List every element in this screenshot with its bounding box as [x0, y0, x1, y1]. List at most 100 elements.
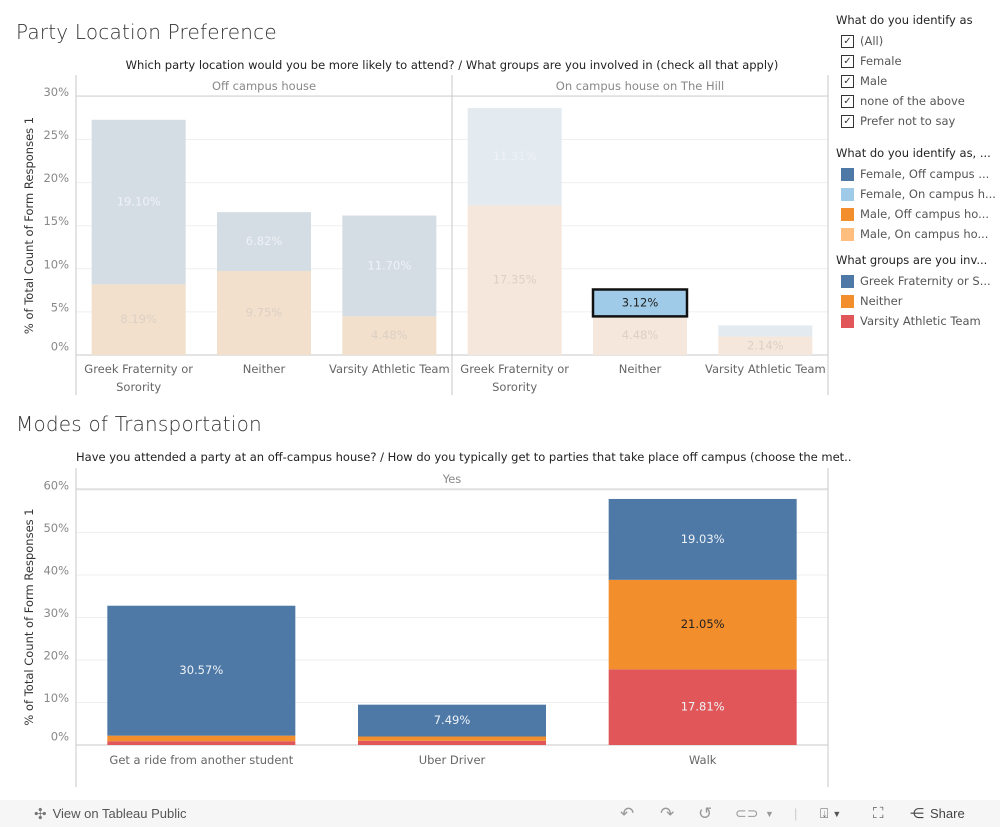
data-label: 4.48% [622, 328, 659, 342]
filter-option[interactable]: ✓ none of the above [836, 91, 973, 111]
bar-segment[interactable] [358, 736, 546, 741]
legend-item[interactable]: Varsity Athletic Team [836, 311, 991, 331]
share-button[interactable]: ⋲ Share [910, 805, 965, 822]
bar-segment[interactable] [107, 605, 296, 736]
checkbox[interactable]: ✓ [841, 94, 854, 108]
legend-swatch [841, 274, 854, 288]
bar-segment[interactable] [467, 205, 562, 355]
legend-title: What groups are you inv... [836, 253, 988, 267]
refresh-dropdown[interactable]: ▼ [765, 809, 774, 819]
bar-segment[interactable] [608, 498, 797, 580]
x-tick-label: Greek Fraternity or [460, 362, 569, 376]
y-tick-label: 15% [43, 214, 69, 228]
undo-button[interactable]: ↶ [620, 804, 634, 824]
bar-segment[interactable] [107, 735, 296, 742]
filter-option[interactable]: ✓ (All) [836, 31, 973, 51]
x-tick-label: Uber Driver [419, 753, 486, 767]
filter-option-label: (All) [860, 34, 884, 48]
redo-button[interactable]: ↷ [660, 804, 674, 824]
filter-option-label: none of the above [860, 94, 965, 108]
bar-segment[interactable] [608, 579, 797, 670]
bar-segment[interactable] [358, 740, 546, 745]
y-tick-label: 30% [43, 606, 69, 620]
bar-segment[interactable] [217, 212, 311, 271]
y-tick-label: 60% [43, 479, 69, 493]
filter-option[interactable]: ✓ Female [836, 51, 973, 71]
legend-swatch [841, 167, 854, 181]
download-button[interactable]: ⍗ ▼ [820, 805, 841, 822]
bar-segment[interactable] [91, 284, 186, 355]
legend-title: What do you identify as, ... [836, 146, 991, 160]
x-tick-label: Neither [243, 362, 286, 376]
checkbox[interactable]: ✓ [841, 54, 854, 68]
checkbox[interactable]: ✓ [841, 74, 854, 88]
x-tick-label: Greek Fraternity or [84, 362, 193, 376]
y-tick-label: 50% [43, 521, 69, 535]
legend-item[interactable]: Male, On campus ho... [836, 224, 996, 244]
legend-item-label: Female, On campus h... [860, 187, 996, 201]
y-tick-label: 20% [43, 649, 69, 663]
bar-segment[interactable] [718, 336, 813, 355]
bar-segment[interactable] [591, 288, 689, 318]
data-label: 19.10% [117, 195, 161, 209]
party-location-chart: % of Total Count of Form Responses 1 0% 5%… [22, 75, 829, 395]
legend-swatch [841, 314, 854, 328]
data-label: 3.12% [622, 295, 659, 309]
legend-item-label: Male, On campus ho... [860, 227, 989, 241]
legend-item[interactable]: Neither [836, 291, 991, 311]
legend-item[interactable]: Male, Off campus ho... [836, 204, 996, 224]
undo-icon: ↶ [620, 803, 635, 823]
bar-segment[interactable] [593, 316, 687, 355]
legend-item[interactable]: Greek Fraternity or S... [836, 271, 991, 291]
legend-item[interactable]: Female, On campus h... [836, 184, 996, 204]
view-on-tableau-public-link[interactable]: ✣ View on Tableau Public [34, 805, 187, 823]
legend-swatch [841, 227, 854, 241]
chevron-down-icon: ▼ [832, 808, 842, 819]
checkbox[interactable]: ✓ [841, 114, 854, 128]
data-label: 21.05% [681, 617, 725, 631]
bar-segment[interactable] [107, 741, 296, 745]
color-legend-identify: What do you identify as, ... Female, Off… [836, 146, 996, 244]
legend-swatch [841, 187, 854, 201]
bar-segment[interactable] [718, 325, 813, 337]
x-tick-label: Sorority [116, 380, 161, 394]
y-tick-label: 10% [43, 691, 69, 705]
refresh-button[interactable]: ⊂⊃ [735, 805, 758, 822]
party-location-title: Party Location Preference [16, 20, 277, 44]
x-tick-label: Varsity Athletic Team [705, 362, 826, 376]
x-tick-label: Neither [619, 362, 662, 376]
legend-item-label: Varsity Athletic Team [860, 314, 981, 328]
y-tick-label: 25% [43, 128, 69, 142]
tableau-toolbar: ✣ View on Tableau Public ↶ ↷ ↺ ⊂⊃ ▼ | ⍗ … [0, 800, 1000, 827]
color-legend-groups: What groups are you inv... Greek Fratern… [836, 253, 991, 331]
bar-segment[interactable] [217, 270, 311, 355]
checkbox[interactable]: ✓ [841, 34, 854, 48]
identify-filter: What do you identify as ✓ (All) ✓ Female ✓ Ma… [836, 13, 973, 131]
pane-header: Off campus house [212, 79, 316, 93]
y-axis-title: % of Total Count of Form Responses 1 [22, 117, 36, 334]
download-icon: ⍗ [820, 805, 829, 821]
bar-segment[interactable] [342, 316, 437, 355]
revert-icon: ↺ [698, 803, 713, 823]
bar-segment[interactable] [91, 119, 186, 285]
legend-item-label: Male, Off campus ho... [860, 207, 990, 221]
data-label: 19.03% [681, 532, 725, 546]
filter-option[interactable]: ✓ Male [836, 71, 973, 91]
bar-segment[interactable] [608, 669, 797, 745]
filter-option[interactable]: ✓ Prefer not to say [836, 111, 973, 131]
revert-button[interactable]: ↺ [698, 804, 712, 824]
transportation-chart: % of Total Count of Form Responses 1 0% 10… [22, 468, 829, 787]
legend-item[interactable]: Female, Off campus ... [836, 164, 996, 184]
x-tick-label: Get a ride from another student [109, 753, 293, 767]
data-label: 9.75% [246, 305, 283, 319]
bar-segment[interactable] [467, 107, 562, 206]
fullscreen-button[interactable]: ⛶ [873, 805, 884, 822]
transportation-header: Have you attended a party at an off-camp… [76, 450, 852, 464]
filter-option-label: Prefer not to say [860, 114, 956, 128]
legend-item-label: Female, Off campus ... [860, 167, 990, 181]
bar-segment[interactable] [342, 215, 437, 317]
bar-segment[interactable] [358, 704, 546, 737]
y-tick-label: 5% [51, 300, 69, 314]
share-label: Share [930, 806, 965, 821]
data-label: 30.57% [179, 663, 223, 677]
